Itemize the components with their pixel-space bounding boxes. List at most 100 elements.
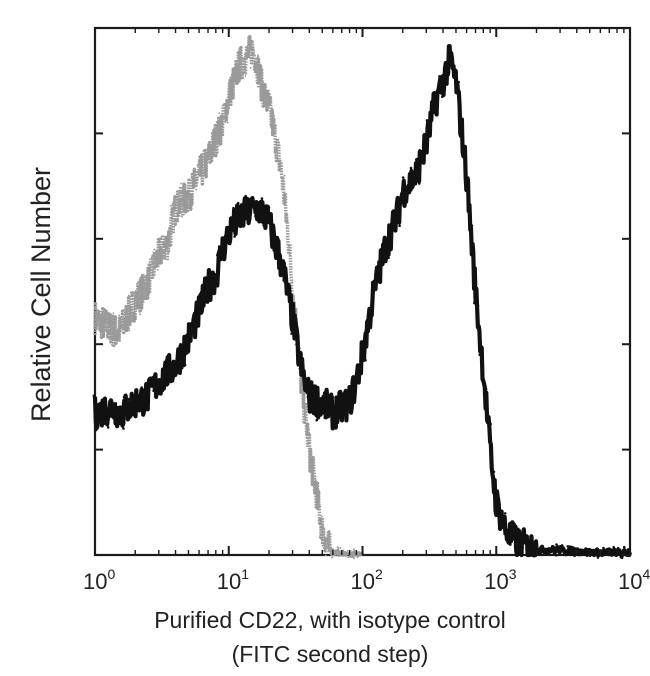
data-point [588,554,592,557]
data-point [579,552,582,556]
data-point [321,524,324,527]
data-point [543,548,546,551]
data-point [212,290,216,294]
data-point [254,64,257,66]
data-point [327,550,329,553]
data-point [342,552,345,555]
data-point [318,536,321,538]
data-point [143,295,146,298]
data-point [141,304,143,307]
data-point [134,399,137,403]
data-point [318,491,321,494]
data-point [331,395,335,399]
data-point [427,135,430,138]
data-point [199,171,202,174]
data-point [322,410,325,413]
data-point [551,548,555,551]
data-point [117,337,120,339]
data-point [124,324,127,326]
data-point [179,342,182,346]
data-point [555,543,558,546]
data-point [100,326,102,328]
data-point [401,176,405,179]
data-point [145,386,149,389]
data-point [258,63,261,66]
data-point [172,365,175,369]
data-point [331,556,333,559]
data-point [167,247,169,249]
data-point [102,335,104,338]
data-point [212,271,215,274]
data-point [254,214,257,218]
data-point [185,333,189,337]
data-point [447,73,450,77]
data-point [312,466,314,469]
data-point [203,285,207,289]
data-point [180,198,183,201]
data-point [174,224,177,227]
data-point [453,76,456,80]
data-point [365,318,369,322]
data-point [297,353,301,356]
data-point [109,403,112,406]
data-point [275,141,277,144]
data-point [608,547,611,550]
ticks-layer [94,27,631,556]
data-point [515,527,519,530]
data-point [353,551,356,553]
data-point [302,421,305,424]
data-point [127,294,130,297]
data-point [127,397,130,401]
data-point [172,206,175,209]
data-point [495,490,498,494]
data-point [412,172,415,176]
data-point [274,155,277,158]
data-point [540,545,544,548]
data-point [321,544,324,547]
data-point [333,550,336,552]
data-point [185,207,187,209]
data-point [204,276,208,279]
data-point [177,203,180,206]
data-point [271,111,274,113]
data-point [411,181,415,185]
data-point [224,234,227,238]
data-point [220,120,223,122]
data-point [377,263,381,267]
data-point [174,372,178,376]
data-point [358,552,361,554]
data-point [208,283,212,287]
data-point [529,546,532,549]
data-point [569,551,573,555]
data-point [490,445,493,448]
data-point [196,164,199,167]
data-point [259,65,262,68]
data-point [470,224,474,227]
data-point [96,309,99,312]
data-point [257,54,259,56]
data-point [152,389,155,393]
data-point [128,309,131,311]
data-point [539,551,542,555]
data-point [419,160,423,163]
data-point [153,381,156,385]
data-point [307,424,310,427]
data-point [123,319,125,322]
data-point [250,199,254,203]
data-point [220,252,224,256]
data-point [470,242,473,246]
data-point [226,121,229,124]
data-point [459,129,463,133]
data-point [336,413,339,417]
data-point [455,71,459,75]
data-point [137,297,139,300]
data-point [250,47,253,50]
data-point [202,303,206,307]
data-point [443,83,447,86]
series-line [92,44,633,558]
data-point [215,154,218,156]
data-point [249,67,252,69]
data-point [181,215,184,218]
data-point [325,401,329,405]
data-point [268,219,272,222]
